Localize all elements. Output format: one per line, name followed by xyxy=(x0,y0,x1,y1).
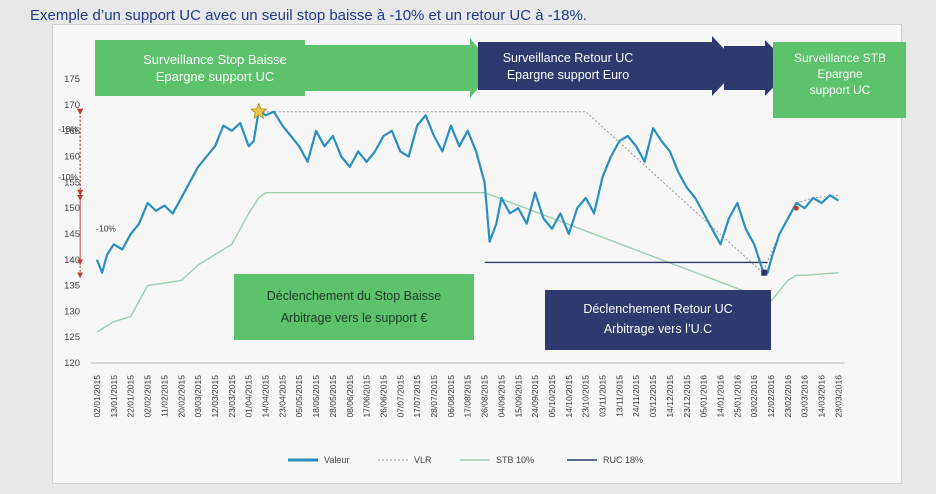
x-tick-label: 23/02/2016 xyxy=(783,375,793,418)
x-tick-label: 01/04/2015 xyxy=(244,375,254,418)
event-label-retour-uc: Arbitrage vers l’U.C xyxy=(604,322,712,336)
x-tick-label: 03/02/2016 xyxy=(749,375,759,418)
phase-boxes: Surveillance Stop Baisse Epargne support … xyxy=(95,36,906,350)
x-tick-label: 04/09/2015 xyxy=(496,375,506,418)
phase-box-stb xyxy=(773,42,906,118)
x-tick-label: 22/01/2015 xyxy=(126,375,136,418)
x-tick-label: 03/03/2015 xyxy=(193,375,203,418)
peak-star-icon xyxy=(250,102,268,120)
x-tick-label: 25/01/2016 xyxy=(732,375,742,418)
phase-arrow-stop-baisse xyxy=(95,38,494,98)
x-tick-label: 13/01/2015 xyxy=(109,375,119,418)
x-tick-label: 23/10/2015 xyxy=(581,375,591,418)
legend-label: VLR xyxy=(414,455,432,465)
y-tick-label: 135 xyxy=(64,281,80,292)
chart-frame xyxy=(52,24,902,484)
x-tick-label: 03/03/2016 xyxy=(800,375,810,418)
x-tick-label: 24/09/2015 xyxy=(530,375,540,418)
y-tick-label: 130 xyxy=(64,306,80,317)
legend-label: STB 10% xyxy=(496,455,534,465)
legend: Valeur VLR STB 10% RUC 18% xyxy=(288,455,643,465)
series-line-valeur xyxy=(95,109,839,274)
x-tick-label: 23/03/2015 xyxy=(227,375,237,418)
legend-label: RUC 18% xyxy=(603,455,643,465)
event-box-retour-uc xyxy=(545,290,771,350)
drawdown-label: -10% xyxy=(96,223,116,233)
annotations-layer: -10% -18% -10% xyxy=(58,108,116,279)
x-tick-label: 05/01/2016 xyxy=(699,375,709,418)
x-tick-label: 03/11/2015 xyxy=(598,375,608,417)
phase-label-retour-uc: Surveillance Retour UC xyxy=(503,51,634,65)
event-label-stop-baisse: Déclenchement du Stop Baisse xyxy=(267,289,441,303)
phase-label-retour-uc: Epargne support Euro xyxy=(507,68,629,82)
x-tick-label: 13/11/2015 xyxy=(614,375,624,417)
axes: 120 125 130 135 140 145 150 155 160 165 170 175 02/0… xyxy=(64,74,845,418)
x-tick-label: 12/03/2015 xyxy=(210,375,220,418)
x-tick-label: 23/12/2015 xyxy=(682,375,692,418)
phase-label-stop-baisse: Surveillance Stop Baisse xyxy=(143,52,287,67)
x-tick-label: 26/08/2015 xyxy=(480,375,490,418)
phase-label-stop-baisse: Epargne support UC xyxy=(156,69,275,84)
x-tick-label: 23/04/2015 xyxy=(277,375,287,418)
y-tick-label: 170 xyxy=(64,100,80,111)
x-tick-label: 02/01/2015 xyxy=(92,375,102,418)
x-tick-label: 14/10/2015 xyxy=(564,375,574,418)
x-tick-label: 12/02/2016 xyxy=(766,375,776,418)
series-line-stb xyxy=(96,192,839,333)
y-tick-label: 155 xyxy=(64,177,80,188)
phase-label-stb: Surveillance STB xyxy=(794,51,886,65)
y-tick-label: 125 xyxy=(64,332,80,343)
x-tick-label: 06/08/2015 xyxy=(446,375,456,418)
x-tick-label: 23/03/2016 xyxy=(833,375,843,418)
ruc-trigger-marker xyxy=(761,269,768,276)
x-tick-label: 02/02/2015 xyxy=(143,375,153,418)
x-tick-label: 17/07/2015 xyxy=(412,375,422,418)
x-tick-label: 08/06/2015 xyxy=(345,375,355,418)
y-tick-label: 140 xyxy=(64,255,80,266)
x-tick-label: 07/07/2015 xyxy=(395,375,405,418)
x-tick-label: 14/04/2015 xyxy=(261,375,271,418)
x-tick-label: 03/12/2015 xyxy=(648,375,658,418)
x-tick-label: 05/10/2015 xyxy=(547,375,557,418)
y-tick-label: 145 xyxy=(64,229,80,240)
phase-label-stb: Epargne xyxy=(817,67,863,81)
series-layer xyxy=(95,102,839,333)
event-box-stop-baisse xyxy=(234,274,474,340)
y-tick-label: 160 xyxy=(64,152,80,163)
x-tick-label: 14/12/2015 xyxy=(665,375,675,418)
y-tick-label: 165 xyxy=(64,126,80,137)
x-tick-label: 05/05/2015 xyxy=(294,375,304,418)
x-tick-label: 26/06/2015 xyxy=(378,375,388,418)
y-tick-label: 120 xyxy=(64,358,80,369)
drawdown-label: -10% xyxy=(58,172,78,182)
x-tick-label: 15/09/2015 xyxy=(513,375,523,418)
y-tick-label: 175 xyxy=(64,74,80,85)
drawdown-label: -18% xyxy=(58,124,78,134)
page-title: Exemple d’un support UC avec un seuil st… xyxy=(30,7,587,24)
phase-arrow-retour-uc xyxy=(478,36,740,96)
legend-label: Valeur xyxy=(324,455,349,465)
y-tick-label: 150 xyxy=(64,203,80,214)
x-tick-label: 14/01/2016 xyxy=(715,375,725,418)
x-tick-label: 14/03/2016 xyxy=(817,375,827,418)
x-tick-label: 28/07/2015 xyxy=(429,375,439,418)
event-label-retour-uc: Déclenchement Retour UC xyxy=(583,302,732,316)
x-tick-label: 17/08/2015 xyxy=(463,375,473,418)
stb-reference-marker xyxy=(793,205,799,211)
x-tick-label: 18/05/2015 xyxy=(311,375,321,418)
x-tick-label: 20/02/2015 xyxy=(176,375,186,418)
phase-label-stb: support UC xyxy=(810,83,871,97)
x-tick-label: 28/05/2015 xyxy=(328,375,338,418)
x-tick-label: 24/11/2015 xyxy=(631,375,641,417)
x-tick-label: 11/02/2015 xyxy=(159,375,169,417)
x-tick-label: 17/06/2015 xyxy=(362,375,372,418)
event-label-stop-baisse: Arbitrage vers le support € xyxy=(281,311,428,325)
